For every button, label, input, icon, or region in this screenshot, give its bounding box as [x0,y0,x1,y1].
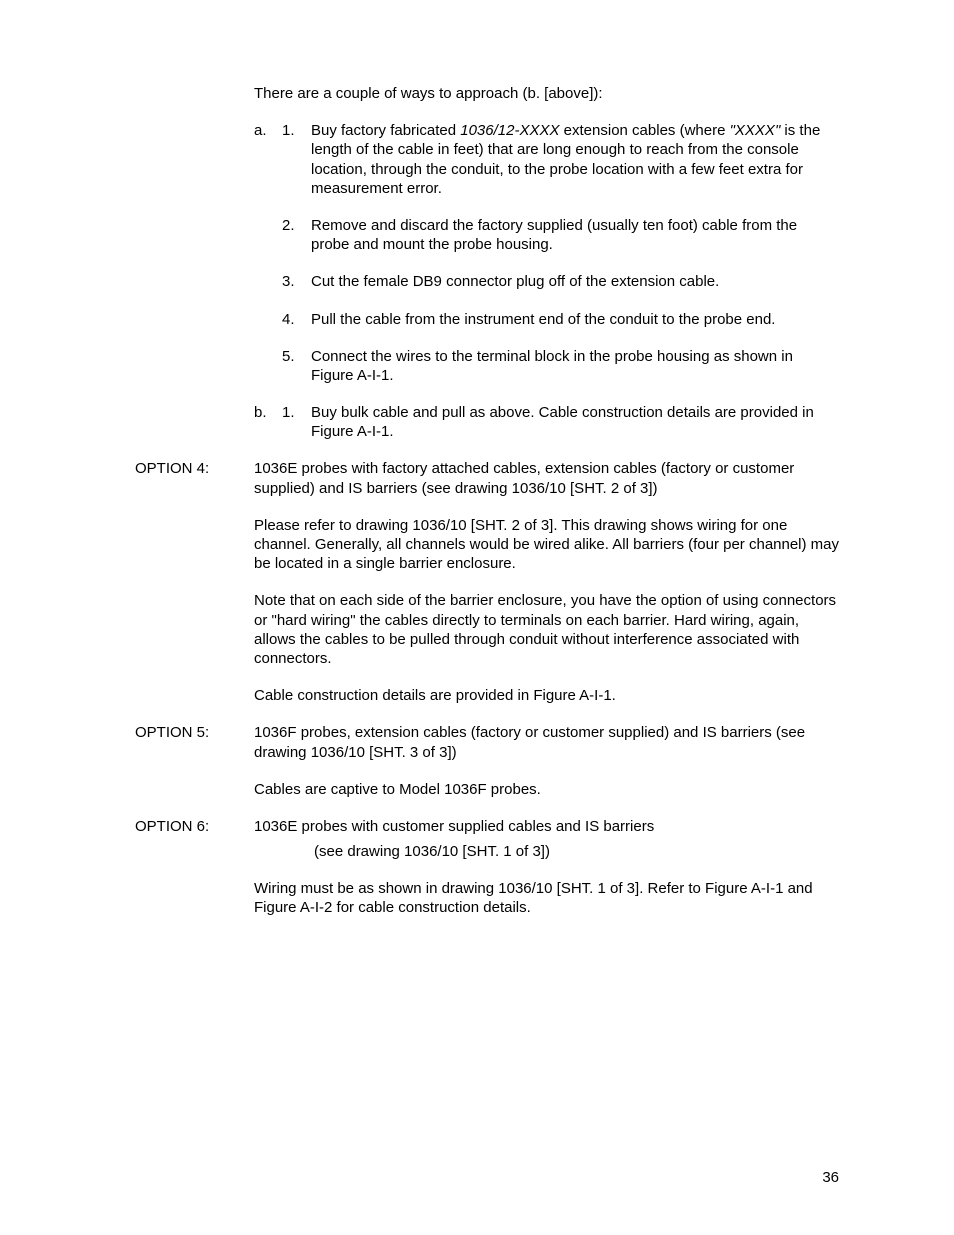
list-a-label: a. [254,121,282,140]
list-item-body: Pull the cable from the instrument end o… [311,310,839,329]
list-item-body: Connect the wires to the terminal block … [311,347,839,385]
list-a-item: 2. Remove and discard the factory suppli… [254,216,839,254]
list-item-body: Remove and discard the factory supplied … [311,216,839,254]
text-run: Buy factory fabricated [311,122,460,139]
document-page: There are a couple of ways to approach (… [0,0,954,1235]
option-paragraph: 1036E probes with customer supplied cabl… [254,817,839,836]
page-number: 36 [822,1168,839,1187]
text-run: extension cables (where [560,122,730,139]
list-item-number: 2. [282,216,311,235]
option-paragraph: 1036F probes, extension cables (factory … [254,723,839,761]
option-body: 1036E probes with factory attached cable… [254,459,839,705]
list-item-body: Cut the female DB9 connector plug off of… [311,272,839,291]
model-number: 1036/12-XXXX [460,122,559,139]
option-5: OPTION 5: 1036F probes, extension cables… [135,723,839,799]
list-item-number: 1. [282,403,311,422]
list-a-item: 4. Pull the cable from the instrument en… [254,310,839,329]
intro-paragraph: There are a couple of ways to approach (… [254,84,839,103]
option-body: 1036F probes, extension cables (factory … [254,723,839,799]
option-4: OPTION 4: 1036E probes with factory atta… [135,459,839,705]
option-paragraph: Note that on each side of the barrier en… [254,591,839,668]
list-item-number: 1. [282,121,311,140]
option-paragraph: Cables are captive to Model 1036F probes… [254,780,839,799]
option-6: OPTION 6: 1036E probes with customer sup… [135,817,839,836]
list-b: b. 1. Buy bulk cable and pull as above. … [254,403,839,441]
option-6-subline: (see drawing 1036/10 [SHT. 1 of 3]) [254,842,839,861]
option-paragraph: Cable construction details are provided … [254,686,839,705]
list-item-body: Buy factory fabricated 1036/12-XXXX exte… [311,121,839,198]
list-a-item: 3. Cut the female DB9 connector plug off… [254,272,839,291]
option-paragraph: 1036E probes with factory attached cable… [254,459,839,497]
list-item-number: 4. [282,310,311,329]
list-item-body: Buy bulk cable and pull as above. Cable … [311,403,839,441]
option-label: OPTION 6: [135,817,254,836]
option-paragraph: Please refer to drawing 1036/10 [SHT. 2 … [254,516,839,574]
list-a-item: 5. Connect the wires to the terminal blo… [254,347,839,385]
option-label: OPTION 5: [135,723,254,742]
list-item-number: 3. [282,272,311,291]
placeholder-token: "XXXX" [730,122,781,139]
list-a: a. 1. Buy factory fabricated 1036/12-XXX… [254,121,839,198]
list-b-label: b. [254,403,282,422]
option-body: 1036E probes with customer supplied cabl… [254,817,839,836]
option-label: OPTION 4: [135,459,254,478]
option-6-paragraph: Wiring must be as shown in drawing 1036/… [254,879,839,917]
list-item-number: 5. [282,347,311,366]
